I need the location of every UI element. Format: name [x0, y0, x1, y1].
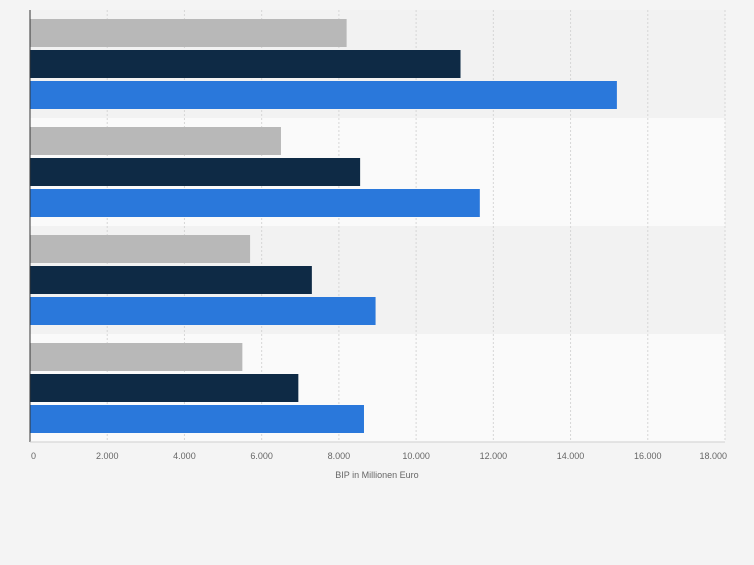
x-tick-label: 4.000 — [173, 451, 196, 461]
bar — [30, 127, 281, 155]
bar — [30, 266, 312, 294]
bar — [30, 297, 376, 325]
x-tick-label: 14.000 — [557, 451, 585, 461]
x-tick-label: 2.000 — [96, 451, 119, 461]
bar — [30, 158, 361, 186]
x-tick-label: 18.000 — [699, 451, 727, 461]
bar — [30, 81, 617, 109]
x-tick-label: 8.000 — [328, 451, 351, 461]
bar — [30, 235, 251, 263]
x-tick-label: 12.000 — [480, 451, 508, 461]
x-axis-label: BIP in Millionen Euro — [335, 470, 418, 480]
bar — [30, 343, 243, 371]
x-tick-label: 0 — [31, 451, 36, 461]
bar — [30, 405, 364, 433]
bar — [30, 374, 299, 402]
bars — [30, 19, 617, 433]
x-tick-label: 6.000 — [250, 451, 273, 461]
bar — [30, 19, 347, 47]
bar — [30, 50, 461, 78]
bar — [30, 189, 480, 217]
x-tick-label: 16.000 — [634, 451, 662, 461]
axes — [29, 10, 725, 443]
x-tick-label: 10.000 — [402, 451, 430, 461]
x-tick-labels: 0 2.000 4.000 6.000 8.000 10.000 12.000 14.000 1… — [31, 451, 727, 461]
